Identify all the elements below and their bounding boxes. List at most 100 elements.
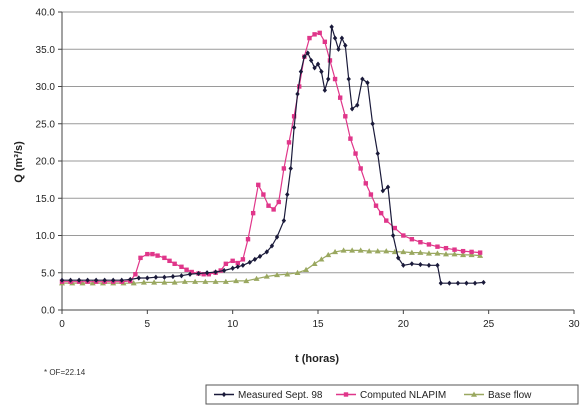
data-point [435,244,440,249]
data-point [305,50,310,56]
data-point [336,46,341,52]
data-point [317,30,322,36]
data-point [59,277,65,283]
data-point [230,265,235,271]
data-point [76,277,82,283]
data-point [363,181,368,186]
annotation-of: * OF=22.14 [44,368,86,377]
data-point [332,76,338,82]
data-point [187,271,193,277]
series-0 [59,24,486,286]
x-tick-label: 20 [398,319,410,330]
data-point [378,210,384,216]
legend-item: Base flow [464,390,532,401]
data-point [151,279,158,285]
series-2 [59,247,484,286]
x-tick-label: 0 [59,319,65,330]
data-point [196,270,201,277]
x-tick-label: 5 [145,319,151,330]
data-point [322,87,328,93]
data-point [276,199,281,205]
data-point [212,278,219,284]
data-point [68,277,73,283]
data-point [481,279,486,286]
data-point [417,249,424,255]
y-tick-label: 25.0 [36,119,56,130]
data-point [460,248,466,254]
y-tick-label: 10.0 [36,231,56,242]
data-point [360,76,365,82]
data-point [171,279,178,285]
data-point [89,280,96,286]
data-point [119,277,124,283]
series-layer [59,24,486,286]
data-point [464,280,469,286]
data-point [374,248,381,254]
data-point [312,32,317,37]
data-point [325,251,332,258]
legend-label: Computed NLAPIM [360,390,446,401]
data-point [392,225,397,231]
data-point [240,262,246,268]
data-point [155,253,160,258]
data-point [319,69,324,75]
y-tick-label: 0.0 [41,306,55,317]
legend-item: Measured Sept. 98 [214,390,323,401]
y-axis-label: Q (m³/s) [13,141,25,183]
data-point [375,150,380,157]
data-point [452,247,457,252]
data-point [349,247,356,253]
data-point [111,277,116,283]
data-point [263,273,270,279]
data-point [256,182,261,188]
data-point [357,247,364,253]
data-point [312,65,317,71]
data-point [401,233,406,238]
data-point [426,242,432,247]
data-point [281,218,287,224]
y-tick-label: 35.0 [36,45,56,56]
data-point [353,151,358,156]
data-point [401,262,406,268]
data-point [368,192,374,197]
data-point [138,255,143,261]
data-point [318,256,325,262]
data-point [162,255,167,261]
series-line [62,249,481,284]
legend-swatch-marker [343,392,349,397]
data-point [455,280,461,286]
data-point [326,76,331,82]
data-point [274,234,280,240]
y-tick-label: 20.0 [36,157,56,168]
data-point [93,277,99,283]
data-point [201,272,206,277]
data-point [447,280,452,286]
data-point [366,248,373,254]
data-point [443,251,449,257]
data-point [264,249,269,255]
data-point [426,262,432,268]
data-point [329,24,334,30]
data-point [222,278,229,284]
legend-label: Base flow [488,390,532,401]
y-tick-labels: 0.0 5.0 10.0 15.0 20.0 25.0 30.0 35.0 40.0 [36,8,56,317]
data-point [358,166,363,171]
data-point [153,274,159,280]
data-point [418,240,423,245]
data-point [223,261,229,267]
data-point [140,279,147,285]
y-tick-label: 30.0 [36,82,56,93]
data-point [355,102,360,108]
data-point [346,76,351,82]
data-point [302,54,307,60]
data-point [285,191,290,198]
data-point [274,271,281,278]
data-point [213,269,218,275]
data-point [340,247,347,253]
data-point [438,280,444,286]
data-point [337,95,343,100]
data-point [332,35,338,41]
data-point [343,114,348,119]
data-point [400,248,407,255]
data-point [339,35,345,41]
